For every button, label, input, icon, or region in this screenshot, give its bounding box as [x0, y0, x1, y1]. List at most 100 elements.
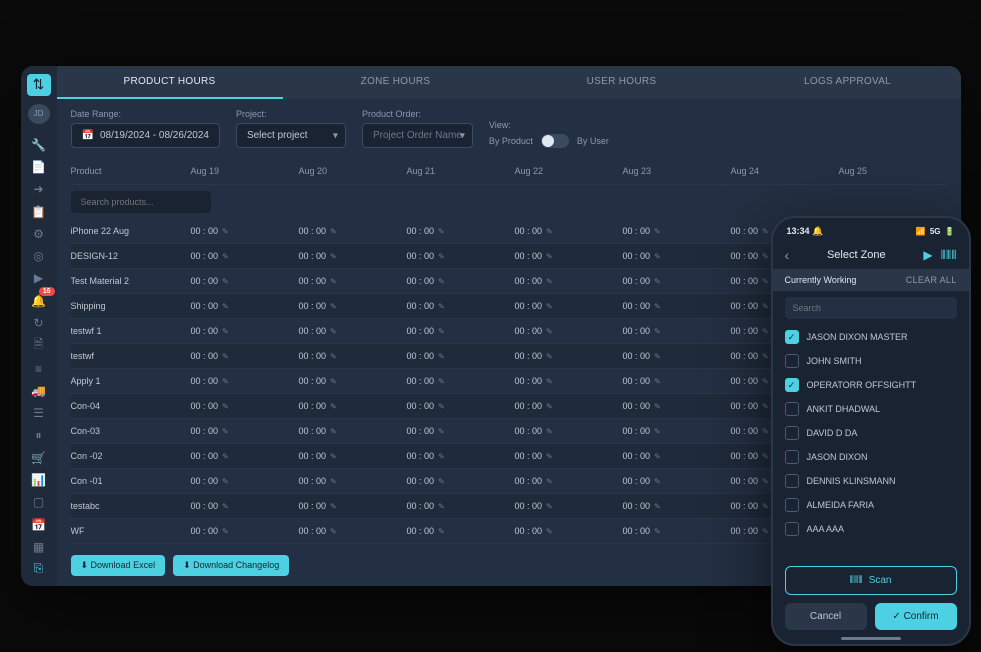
- mobile-search-input[interactable]: [785, 297, 957, 319]
- refresh-icon[interactable]: ↻: [29, 314, 49, 332]
- play-icon[interactable]: ▶: [923, 248, 932, 263]
- time-cell[interactable]: 00 : 00 ✎: [191, 351, 299, 361]
- play-icon[interactable]: ▶: [29, 269, 49, 287]
- user-checkbox[interactable]: ✓: [785, 378, 799, 392]
- time-cell[interactable]: 00 : 00 ✎: [299, 401, 407, 411]
- time-cell[interactable]: 00 : 00 ✎: [515, 326, 623, 336]
- time-cell[interactable]: 00 : 00 ✎: [191, 476, 299, 486]
- tab-user-hours[interactable]: USER HOURS: [509, 66, 735, 99]
- time-cell[interactable]: 00 : 00 ✎: [299, 301, 407, 311]
- cart-icon[interactable]: 🛒: [29, 449, 49, 467]
- time-cell[interactable]: 00 : 00 ✎: [191, 451, 299, 461]
- clear-all-button[interactable]: CLEAR ALL: [906, 275, 957, 285]
- time-cell[interactable]: 00 : 00 ✎: [191, 226, 299, 236]
- user-checkbox[interactable]: [785, 450, 799, 464]
- time-cell[interactable]: 00 : 00 ✎: [407, 301, 515, 311]
- gear-icon[interactable]: ⚙: [29, 225, 49, 243]
- time-cell[interactable]: 00 : 00 ✎: [299, 526, 407, 536]
- square-icon[interactable]: ▢: [29, 493, 49, 511]
- bell-icon[interactable]: 🔔16: [29, 291, 49, 309]
- time-cell[interactable]: 00 : 00 ✎: [299, 426, 407, 436]
- time-cell[interactable]: 00 : 00 ✎: [299, 451, 407, 461]
- time-cell[interactable]: 00 : 00 ✎: [407, 226, 515, 236]
- view-toggle[interactable]: [541, 134, 569, 148]
- time-cell[interactable]: 00 : 00 ✎: [623, 351, 731, 361]
- time-cell[interactable]: 00 : 00 ✎: [515, 451, 623, 461]
- product-search-input[interactable]: [71, 191, 211, 213]
- time-cell[interactable]: 00 : 00 ✎: [299, 376, 407, 386]
- time-cell[interactable]: 00 : 00 ✎: [191, 426, 299, 436]
- time-cell[interactable]: 00 : 00 ✎: [407, 276, 515, 286]
- document-icon[interactable]: 📋: [29, 203, 49, 221]
- time-cell[interactable]: 00 : 00 ✎: [515, 376, 623, 386]
- time-cell[interactable]: 00 : 00 ✎: [191, 276, 299, 286]
- time-cell[interactable]: 00 : 00 ✎: [515, 226, 623, 236]
- user-item[interactable]: DAVID D DA: [785, 421, 957, 445]
- time-cell[interactable]: 00 : 00 ✎: [623, 426, 731, 436]
- time-cell[interactable]: 00 : 00 ✎: [191, 401, 299, 411]
- arrow-right-icon[interactable]: ➜: [29, 180, 49, 198]
- date-range-input[interactable]: 📅 08/19/2024 - 08/26/2024: [71, 123, 220, 148]
- time-cell[interactable]: 00 : 00 ✎: [191, 326, 299, 336]
- time-cell[interactable]: 00 : 00 ✎: [407, 501, 515, 511]
- time-cell[interactable]: 00 : 00 ✎: [623, 526, 731, 536]
- list-icon[interactable]: ☰: [29, 404, 49, 422]
- pause-icon[interactable]: ⏸: [29, 427, 49, 445]
- scan-button[interactable]: ⦀⦀⦀ Scan: [785, 566, 957, 595]
- time-cell[interactable]: 00 : 00 ✎: [299, 501, 407, 511]
- time-cell[interactable]: 00 : 00 ✎: [191, 501, 299, 511]
- time-cell[interactable]: 00 : 00 ✎: [515, 501, 623, 511]
- time-cell[interactable]: 00 : 00 ✎: [623, 476, 731, 486]
- time-cell[interactable]: 00 : 00 ✎: [191, 251, 299, 261]
- time-cell[interactable]: 00 : 00 ✎: [623, 501, 731, 511]
- time-cell[interactable]: 00 : 00 ✎: [515, 301, 623, 311]
- time-cell[interactable]: 00 : 00 ✎: [299, 326, 407, 336]
- time-cell[interactable]: 00 : 00 ✎: [623, 401, 731, 411]
- download-changelog-button[interactable]: ⬇ Download Changelog: [173, 555, 289, 576]
- project-select[interactable]: Select project: [236, 123, 346, 148]
- time-cell[interactable]: 00 : 00 ✎: [623, 301, 731, 311]
- time-cell[interactable]: 00 : 00 ✎: [299, 476, 407, 486]
- time-cell[interactable]: 00 : 00 ✎: [623, 451, 731, 461]
- time-cell[interactable]: 00 : 00 ✎: [299, 276, 407, 286]
- user-checkbox[interactable]: [785, 474, 799, 488]
- target-icon[interactable]: ◎: [29, 247, 49, 265]
- user-checkbox[interactable]: [785, 402, 799, 416]
- wrench-icon[interactable]: 🔧: [29, 136, 49, 154]
- time-cell[interactable]: 00 : 00 ✎: [191, 301, 299, 311]
- time-cell[interactable]: 00 : 00 ✎: [623, 251, 731, 261]
- time-cell[interactable]: 00 : 00 ✎: [515, 401, 623, 411]
- calendar-icon[interactable]: 📅: [29, 515, 49, 533]
- time-cell[interactable]: 00 : 00 ✎: [191, 376, 299, 386]
- cancel-button[interactable]: Cancel: [785, 603, 867, 630]
- file-icon[interactable]: 📄: [29, 158, 49, 176]
- tab-logs-approval[interactable]: LOGS APPROVAL: [735, 66, 961, 99]
- time-cell[interactable]: 00 : 00 ✎: [623, 226, 731, 236]
- exit-icon[interactable]: ⎘: [29, 560, 49, 578]
- time-cell[interactable]: 00 : 00 ✎: [407, 426, 515, 436]
- time-cell[interactable]: 00 : 00 ✎: [515, 276, 623, 286]
- user-checkbox[interactable]: [785, 354, 799, 368]
- time-cell[interactable]: 00 : 00 ✎: [515, 351, 623, 361]
- truck-icon[interactable]: 🚚: [29, 382, 49, 400]
- barcode-icon[interactable]: ⦀⦀⦀: [941, 248, 957, 263]
- time-cell[interactable]: 00 : 00 ✎: [515, 526, 623, 536]
- time-cell[interactable]: 00 : 00 ✎: [299, 351, 407, 361]
- product-order-select[interactable]: Project Order Name: [362, 123, 473, 148]
- user-checkbox[interactable]: [785, 426, 799, 440]
- user-checkbox[interactable]: [785, 522, 799, 536]
- time-cell[interactable]: 00 : 00 ✎: [407, 526, 515, 536]
- bars-icon[interactable]: 📊: [29, 471, 49, 489]
- time-cell[interactable]: 00 : 00 ✎: [623, 326, 731, 336]
- user-item[interactable]: ✓JASON DIXON MASTER: [785, 325, 957, 349]
- time-cell[interactable]: 00 : 00 ✎: [299, 251, 407, 261]
- app-logo[interactable]: ⇅: [27, 74, 51, 96]
- user-item[interactable]: ANKIT DHADWAL: [785, 397, 957, 421]
- user-avatar[interactable]: JD: [28, 104, 50, 124]
- download-excel-button[interactable]: ⬇ Download Excel: [71, 555, 166, 576]
- time-cell[interactable]: 00 : 00 ✎: [515, 476, 623, 486]
- time-cell[interactable]: 00 : 00 ✎: [407, 476, 515, 486]
- user-checkbox[interactable]: ✓: [785, 330, 799, 344]
- time-cell[interactable]: 00 : 00 ✎: [623, 376, 731, 386]
- time-cell[interactable]: 00 : 00 ✎: [515, 251, 623, 261]
